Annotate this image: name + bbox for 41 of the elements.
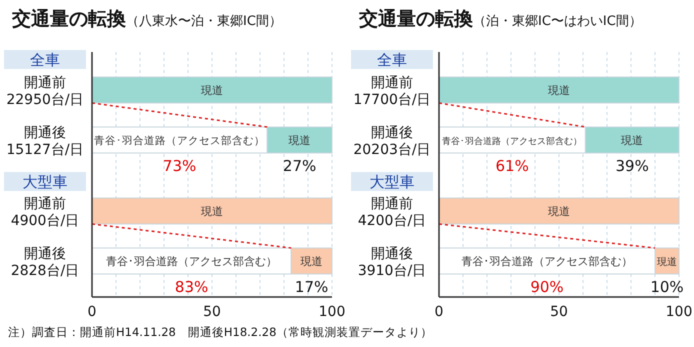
x-tick-label: 50 [550, 304, 568, 320]
x-tick-label: 0 [434, 304, 444, 320]
series-label: 青谷･羽合道路（アクセス部含む） [442, 136, 582, 147]
text: 現道 [288, 134, 311, 147]
x-tick-label: 100 [666, 304, 692, 320]
y-tick-label: 開通後 2828台/日 [10, 246, 80, 279]
data-label: 61% [496, 157, 529, 175]
series-label: 現道 [201, 84, 223, 97]
text: 全車 [377, 51, 407, 69]
data-label: 90% [530, 278, 564, 296]
x-tick-label: 50 [203, 304, 221, 320]
y-tick-label: 開通後 20203台/日 [353, 125, 431, 158]
data-label: 39% [616, 157, 649, 175]
text: 現道 [621, 134, 644, 147]
text: 現道 [201, 205, 223, 218]
y-tick-label: 開通前 4900台/日 [10, 196, 80, 229]
data-label: 17% [294, 278, 328, 296]
data-label: 73% [162, 157, 196, 175]
text: 現道 [548, 205, 570, 218]
text: 注）調査日：開通前H14.11.28 開通後H18.2.28（常時観測装置データより） [8, 325, 432, 339]
text: 現道 [548, 84, 570, 97]
text: 現道 [300, 255, 323, 268]
text: 青谷･羽合道路（アクセス部含む） [106, 255, 278, 268]
text: 全車 [30, 51, 60, 69]
series-label: 現道 [657, 256, 677, 268]
data-label: 10% [650, 278, 684, 296]
y-tick-label: 開通前 4200台/日 [358, 196, 426, 229]
data-label: 83% [174, 278, 208, 296]
chart-subtitle: （泊・東郷IC〜はわいIC間） [473, 14, 642, 29]
series-label: 青谷･羽合道路（アクセス部含む） [94, 134, 266, 147]
text: 青谷･羽合道路（アクセス部含む） [462, 255, 632, 268]
text: 大型車 [370, 173, 414, 191]
data-label: 27% [282, 157, 316, 175]
y-tick-label: 開通後 3910台/日 [358, 246, 426, 279]
chart-subtitle: （八東水〜泊・東郷IC間） [126, 14, 282, 29]
x-tick-label: 0 [88, 304, 96, 320]
y-tick-label: 開通前 22950台/日 [6, 75, 84, 108]
text: 大型車 [22, 173, 68, 191]
y-tick-label: 開通前 17700台/日 [353, 75, 431, 108]
x-tick-label: 100 [318, 304, 346, 320]
y-tick-label: 開通後 15127台/日 [6, 125, 84, 158]
